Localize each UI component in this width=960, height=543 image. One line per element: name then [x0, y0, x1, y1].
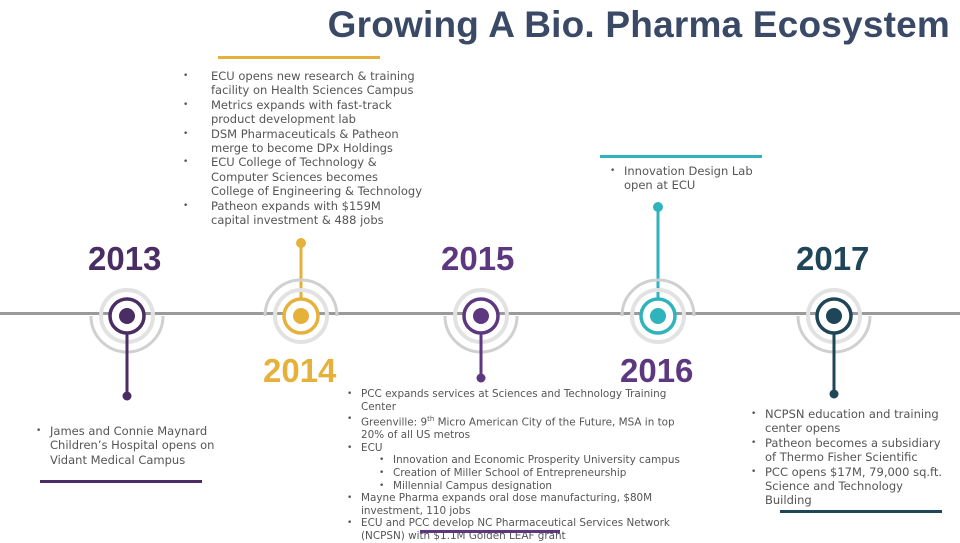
- year-2016-label: 2016: [620, 352, 694, 389]
- note-2015-greenville-sup: th: [427, 415, 435, 424]
- note-2015-item: PCC expands services at Sciences and Tec…: [347, 388, 693, 413]
- note-2014-item: Patheon expands with $159M capital inves…: [183, 199, 423, 228]
- note-2015-item: ECU and PCC develop NC Pharmaceutical Se…: [347, 517, 693, 542]
- note-2014-item: DSM Pharmaceuticals & Patheon merge to b…: [183, 127, 423, 156]
- note-2014-item: Metrics expands with fast-track product …: [183, 98, 423, 127]
- note-2015-greenville-post: Micro American City of the Future, MSA i…: [361, 416, 675, 442]
- note-2015-item: ECU Innovation and Economic Prosperity U…: [347, 442, 693, 492]
- notes-2013: James and Connie Maynard Children’s Hosp…: [36, 424, 216, 467]
- note-2015-item: Mayne Pharma expands oral dose manufactu…: [347, 492, 693, 517]
- notes-2016: Innovation Design Lab open at ECU: [610, 164, 760, 193]
- title-underline: [218, 56, 380, 59]
- year-2015-label: 2015: [441, 240, 515, 277]
- note-2015-ecu-sub-item: Millennial Campus designation: [379, 480, 693, 493]
- notes-2015-ecu-sub: Innovation and Economic Prosperity Unive…: [361, 454, 693, 492]
- timeline-node-2017: [796, 288, 872, 399]
- timeline-node-2015: [443, 288, 519, 383]
- note-2017-item: Patheon becomes a subsidiary of Thermo F…: [751, 436, 947, 465]
- notes-2015: PCC expands services at Sciences and Tec…: [347, 388, 693, 543]
- notes-2017-rule: [780, 510, 942, 513]
- note-2014-item: ECU College of Technology & Computer Sci…: [183, 155, 423, 198]
- page-title: Growing A Bio. Pharma Ecosystem: [327, 4, 950, 45]
- notes-2014: ECU opens new research & training facili…: [183, 69, 423, 227]
- note-2015-ecu-sub-item: Innovation and Economic Prosperity Unive…: [379, 454, 693, 467]
- note-2016-item: Innovation Design Lab open at ECU: [610, 164, 760, 193]
- note-2015-ecu: ECU: [361, 441, 383, 454]
- year-2014-label: 2014: [263, 352, 337, 389]
- note-2014-item: ECU opens new research & training facili…: [183, 69, 423, 98]
- note-2017-item: NCPSN education and training center open…: [751, 407, 947, 436]
- note-2015-ecu-sub-item: Creation of Miller School of Entrepreneu…: [379, 467, 693, 480]
- note-2013-item: James and Connie Maynard Children’s Hosp…: [36, 424, 216, 467]
- note-2017-item: PCC opens $17M, 79,000 sq.ft. Science an…: [751, 465, 947, 508]
- notes-2013-rule: [40, 480, 202, 483]
- timeline-node-2016: [620, 202, 696, 344]
- note-2015-item: Greenville: 9th Micro American City of t…: [347, 413, 693, 442]
- timeline-node-2013: [89, 288, 165, 401]
- year-2013-label: 2013: [88, 240, 162, 277]
- notes-2016-rule: [600, 155, 762, 158]
- notes-2015-rule: [420, 530, 560, 533]
- notes-2017: NCPSN education and training center open…: [751, 407, 947, 508]
- timeline-node-2014: [263, 238, 339, 344]
- note-2015-greenville-pre: Greenville: 9: [361, 416, 428, 429]
- year-2017-label: 2017: [796, 240, 870, 277]
